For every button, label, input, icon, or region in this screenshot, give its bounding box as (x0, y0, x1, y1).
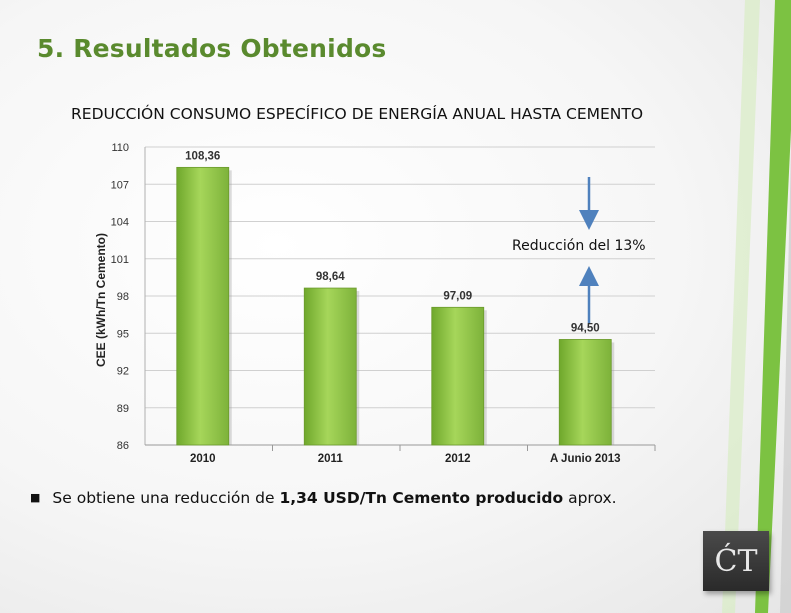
chart-title: REDUCCIÓN CONSUMO ESPECÍFICO DE ENERGÍA … (71, 105, 644, 123)
x-category-label: 2010 (190, 453, 216, 465)
slide-title: 5. Resultados Obtenidos (37, 34, 387, 63)
bullet-square-icon: ■ (30, 491, 41, 504)
accent-stripe-grey (780, 150, 791, 613)
y-tick-label: 95 (117, 328, 129, 340)
bar (176, 166, 230, 446)
bar-value-label: 108,36 (185, 150, 220, 162)
bar-value-label: 94,50 (571, 322, 600, 334)
x-category-label: A Junio 2013 (550, 453, 621, 465)
y-tick-label: 110 (111, 142, 129, 154)
y-tick-label: 86 (117, 440, 129, 452)
x-category-label: 2011 (318, 453, 344, 465)
bar-value-label: 97,09 (443, 290, 472, 302)
reduction-annotation: Reducción del 13% (512, 238, 646, 254)
bar-chart: 110 107 104 101 98 95 92 89 86 108,36 2010 98,64 201… (111, 142, 656, 465)
logo-mark: ĆT (714, 543, 758, 579)
accent-stripe-light (722, 0, 760, 613)
y-tick-label: 98 (117, 291, 129, 303)
company-logo: ĆT (703, 531, 769, 591)
bar (431, 306, 485, 446)
y-tick-label: 89 (117, 403, 129, 415)
bar (303, 287, 357, 446)
y-tick-label: 101 (111, 254, 129, 266)
bullet-text-bold: 1,34 USD/Tn Cemento producido (279, 489, 564, 507)
bar (558, 339, 612, 446)
y-tick-label: 107 (111, 179, 129, 191)
accent-stripe-green (755, 0, 791, 613)
bar-value-label: 98,64 (316, 271, 345, 283)
y-tick-label: 104 (111, 217, 129, 229)
bullet-item: ■ Se obtiene una reducción de 1,34 USD/Tn… (30, 489, 617, 507)
bullet-text-prefix: Se obtiene una reducción de (52, 489, 280, 507)
x-category-label: 2012 (445, 453, 471, 465)
y-axis-label: CEE (kWh/Tn Cemento) (94, 233, 108, 367)
y-tick-label: 92 (117, 366, 129, 378)
bullet-text-suffix: aprox. (563, 489, 617, 507)
